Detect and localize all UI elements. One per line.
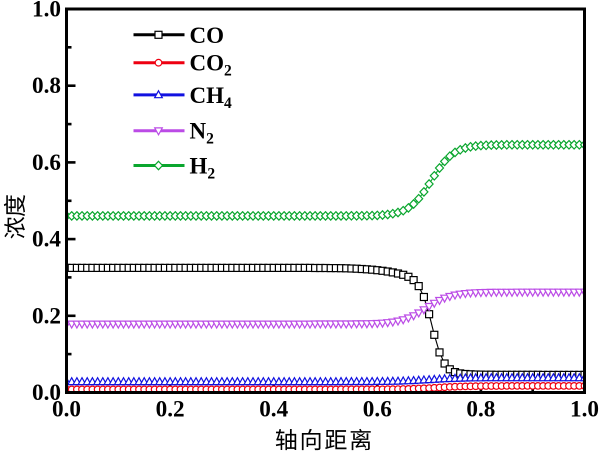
svg-text:0.6: 0.6 [363,397,392,423]
svg-text:1.0: 1.0 [32,0,61,23]
svg-text:0.2: 0.2 [156,397,185,423]
svg-text:0.0: 0.0 [32,380,61,406]
svg-text:CO: CO [190,23,225,48]
svg-text:0.4: 0.4 [32,227,61,253]
svg-text:0.8: 0.8 [32,73,61,99]
svg-text:0.4: 0.4 [259,397,288,423]
svg-text:0.2: 0.2 [32,303,61,329]
svg-text:0.8: 0.8 [466,397,495,423]
svg-text:1.0: 1.0 [570,397,599,423]
svg-text:0.0: 0.0 [52,397,81,423]
svg-text:0.6: 0.6 [32,150,61,176]
